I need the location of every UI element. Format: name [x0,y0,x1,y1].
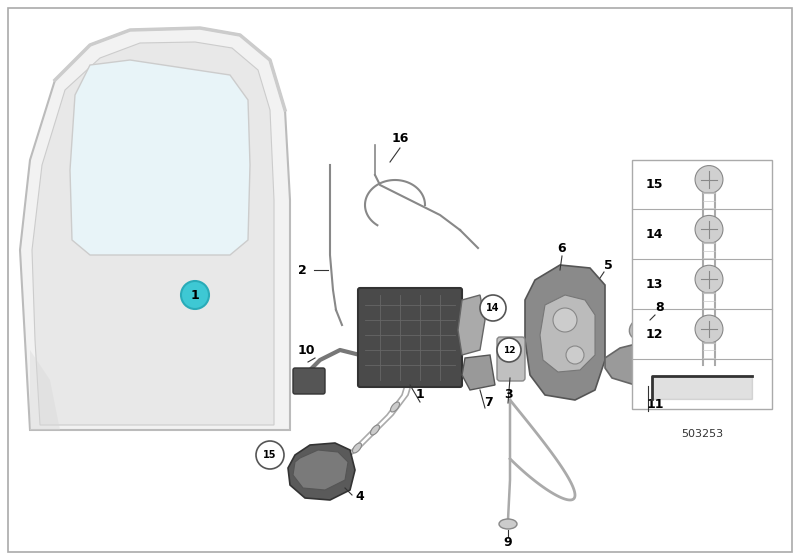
Text: 4: 4 [356,491,364,503]
Text: 12: 12 [646,328,663,340]
Text: 2: 2 [298,264,306,277]
Circle shape [480,295,506,321]
Ellipse shape [630,315,666,342]
Text: 1: 1 [416,389,424,402]
Text: 7: 7 [484,395,492,408]
Polygon shape [70,60,250,255]
Text: 6: 6 [558,241,566,254]
Text: 15: 15 [646,178,663,191]
Polygon shape [540,295,595,372]
Text: 13: 13 [646,278,663,291]
Text: 15: 15 [263,450,277,460]
FancyBboxPatch shape [632,160,772,409]
Text: 12: 12 [502,346,515,354]
FancyBboxPatch shape [497,337,525,381]
Polygon shape [605,343,695,386]
Circle shape [695,265,723,293]
Circle shape [695,166,723,194]
Text: 11: 11 [646,398,664,410]
Circle shape [553,308,577,332]
Circle shape [695,315,723,343]
Text: 9: 9 [504,536,512,549]
Polygon shape [32,42,274,425]
Circle shape [181,281,209,309]
Ellipse shape [370,425,379,435]
Text: 3: 3 [504,389,512,402]
Text: 16: 16 [391,132,409,144]
Text: 5: 5 [604,259,612,272]
Polygon shape [458,295,485,355]
Circle shape [497,338,521,362]
Text: 10: 10 [298,343,314,357]
Polygon shape [525,265,605,400]
Ellipse shape [390,402,399,412]
Circle shape [566,346,584,364]
Polygon shape [288,443,355,500]
Polygon shape [293,450,348,490]
Polygon shape [20,28,290,430]
FancyBboxPatch shape [293,368,325,394]
Text: 1: 1 [190,288,199,301]
Text: 503253: 503253 [681,429,723,439]
FancyBboxPatch shape [358,288,462,387]
Circle shape [256,441,284,469]
Circle shape [695,216,723,244]
Polygon shape [652,376,752,399]
Ellipse shape [353,443,362,453]
Ellipse shape [499,519,517,529]
Text: 14: 14 [646,228,663,241]
Text: 8: 8 [656,301,664,314]
Polygon shape [30,350,60,430]
Polygon shape [462,355,495,390]
Text: 14: 14 [486,303,500,313]
